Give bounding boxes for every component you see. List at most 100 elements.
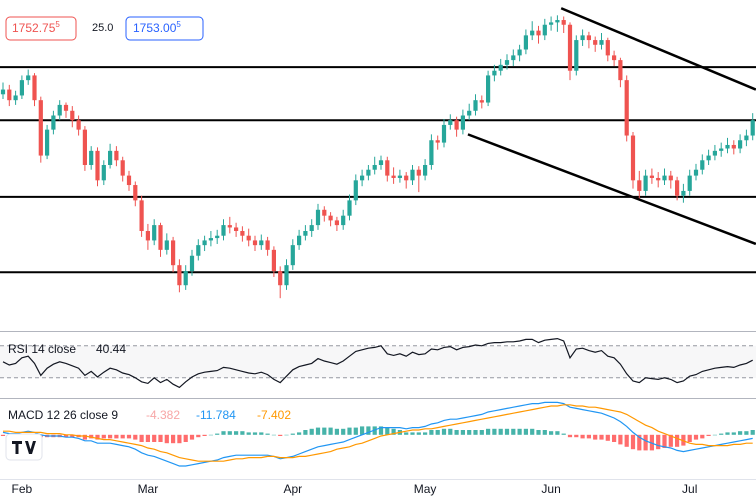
candle-body <box>372 165 377 170</box>
candle-body <box>196 245 201 256</box>
candle-body <box>271 249 276 272</box>
macd-histogram-bar <box>158 434 163 442</box>
macd-histogram-bar <box>82 434 87 440</box>
candle-body <box>536 30 541 36</box>
rsi-band <box>0 345 756 378</box>
macd-histogram-bar <box>0 434 6 436</box>
macd-histogram-bar <box>234 431 239 435</box>
ask-box[interactable] <box>125 16 204 41</box>
candle-body <box>290 245 295 266</box>
candle-body <box>0 89 6 95</box>
macd-histogram-bar <box>712 434 717 436</box>
candle-body <box>618 60 623 81</box>
logo <box>5 433 43 461</box>
candle-body <box>700 160 705 170</box>
candle-body <box>278 271 283 286</box>
macd-histogram-bar <box>643 434 648 451</box>
ask-price-main: 1753.00 <box>133 21 177 35</box>
candle-body <box>649 175 654 178</box>
macd-histogram-bar <box>536 430 541 435</box>
candle-body <box>630 135 636 181</box>
candle-body <box>441 124 447 143</box>
candle-body <box>448 120 453 125</box>
rsi-legend: RSI 14 close <box>8 342 76 356</box>
macd-histogram-bar <box>744 431 749 435</box>
macd-histogram-bar <box>70 434 75 438</box>
macd-histogram-bar <box>656 434 661 450</box>
candle-body <box>706 155 711 161</box>
macd-histogram-bar <box>101 434 106 439</box>
candle-body <box>410 169 415 181</box>
candle-body <box>599 40 604 45</box>
trend-line <box>560 7 756 91</box>
macd-histogram-bar <box>750 430 755 435</box>
macd-histogram-bar <box>429 430 434 435</box>
candle-body <box>240 231 245 236</box>
bid-box[interactable] <box>5 16 77 41</box>
candle-body <box>467 110 472 116</box>
candle-body <box>750 120 755 136</box>
candle-body <box>366 169 371 176</box>
macd-histogram-bar <box>498 428 503 435</box>
macd-histogram-bar <box>731 432 736 435</box>
candle-body <box>133 185 138 201</box>
candle-body <box>38 100 43 156</box>
macd-histogram-bar <box>360 426 365 435</box>
bid-pip: 5 <box>55 20 60 29</box>
macd-histogram-bar <box>580 434 585 439</box>
macd-histogram-bar <box>108 434 113 439</box>
logo-box <box>5 433 43 461</box>
candle-body <box>624 80 629 136</box>
x-tick-label: Apr <box>283 482 302 496</box>
candle-body <box>662 175 667 181</box>
candle-body <box>687 175 692 191</box>
macd-histogram-bar <box>353 427 358 435</box>
macd-histogram-bar <box>467 430 472 435</box>
candle-body <box>479 100 484 103</box>
candle-body <box>656 177 661 181</box>
macd-histogram-bar <box>63 434 69 438</box>
macd-histogram-bar <box>347 427 352 435</box>
candle-body <box>542 24 547 36</box>
macd-histogram-bar <box>630 434 636 450</box>
macd-line <box>2 401 753 467</box>
macd-histogram-bar <box>271 434 276 436</box>
macd-histogram-bar <box>221 431 226 435</box>
bid-price-main: 1752.75 <box>12 21 56 35</box>
macd-histogram-bar <box>120 434 125 439</box>
candle-body <box>486 75 491 103</box>
macd-histogram-bar <box>454 430 459 435</box>
macd-histogram-bar <box>561 433 566 435</box>
rsi-value: 40.44 <box>96 342 126 356</box>
candle-body <box>152 225 157 241</box>
candle-body <box>385 160 390 176</box>
macd-histogram-bar <box>265 433 270 435</box>
candle-body <box>498 64 503 71</box>
bid-price: 1752.755 <box>12 20 60 35</box>
macd-histogram-bar <box>114 434 119 439</box>
macd-histogram-bar <box>259 432 264 435</box>
macd-histogram-bar <box>687 434 692 442</box>
macd-histogram-bar <box>189 434 195 440</box>
candle-body <box>57 104 62 116</box>
candle-body <box>315 209 321 226</box>
candle-body <box>517 49 522 56</box>
candle-body <box>145 231 150 241</box>
candle-body <box>322 209 327 216</box>
candle-body <box>328 215 333 221</box>
macd-histogram-bar <box>196 434 201 438</box>
trend-line <box>467 133 756 246</box>
candle-body <box>555 20 560 23</box>
macd-histogram-bar <box>738 431 743 435</box>
candle-body <box>45 129 50 156</box>
macd-histogram-bar <box>700 434 705 439</box>
macd-histogram-bar <box>183 434 188 442</box>
candle-body <box>675 180 680 196</box>
candle-body <box>712 150 717 156</box>
macd-histogram-bar <box>473 430 478 435</box>
x-tick-label: May <box>414 482 437 496</box>
x-tick-label: Mar <box>138 482 159 496</box>
candle-body <box>668 175 673 181</box>
candle-body <box>725 144 730 149</box>
macd-histogram-bar <box>227 431 232 435</box>
